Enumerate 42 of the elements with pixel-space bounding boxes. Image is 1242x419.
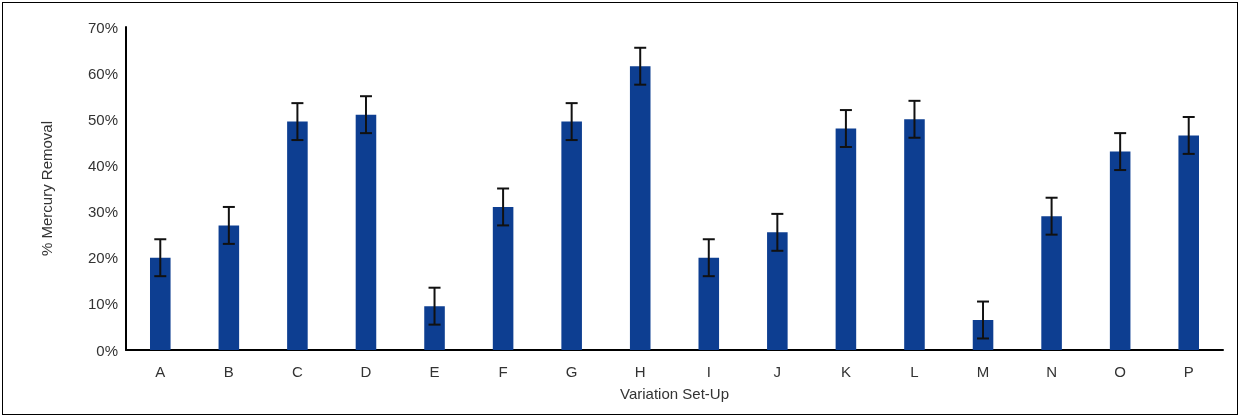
x-tick-label: O [1114, 363, 1126, 380]
bar [629, 66, 651, 350]
bar [972, 320, 994, 350]
bar [1178, 135, 1199, 350]
x-tick-label: P [1183, 363, 1194, 380]
x-axis-title: Variation Set-Up [620, 385, 729, 402]
y-axis-title: % Mercury Removal [38, 120, 55, 257]
y-tick-label: 20% [87, 249, 118, 267]
x-tick-label: K [840, 363, 851, 380]
x-tick-label: I [706, 363, 711, 380]
y-tick-label: 0% [96, 341, 118, 359]
bar [492, 206, 514, 350]
bar [287, 121, 308, 350]
x-tick-label: D [360, 363, 372, 380]
bar [904, 119, 925, 350]
x-tick-label: H [634, 363, 646, 380]
y-tick-label: 60% [87, 64, 118, 82]
x-tick-label: F [498, 363, 508, 380]
x-tick-label: E [429, 363, 440, 380]
bar [835, 128, 857, 350]
y-tick-label: 40% [87, 156, 118, 174]
x-tick-label: N [1046, 363, 1058, 380]
x-tick-label: M [976, 363, 990, 380]
y-tick-label: 10% [87, 295, 118, 313]
x-tick-label: B [223, 363, 234, 380]
bar [424, 306, 445, 350]
y-tick-label: 50% [87, 110, 118, 128]
x-tick-label: L [910, 363, 919, 380]
bar [1109, 151, 1131, 350]
x-tick-label: G [565, 363, 578, 380]
x-tick-label: J [773, 363, 782, 380]
bar [767, 232, 788, 350]
bar [355, 114, 377, 350]
bar [561, 121, 582, 350]
bar [218, 225, 240, 350]
x-tick-label: C [291, 363, 303, 380]
y-tick-label: 30% [87, 203, 118, 221]
bar [150, 257, 171, 350]
bar [1041, 216, 1062, 350]
x-tick-label: A [155, 363, 166, 380]
y-tick-label: 70% [87, 18, 118, 36]
bar [698, 257, 720, 350]
